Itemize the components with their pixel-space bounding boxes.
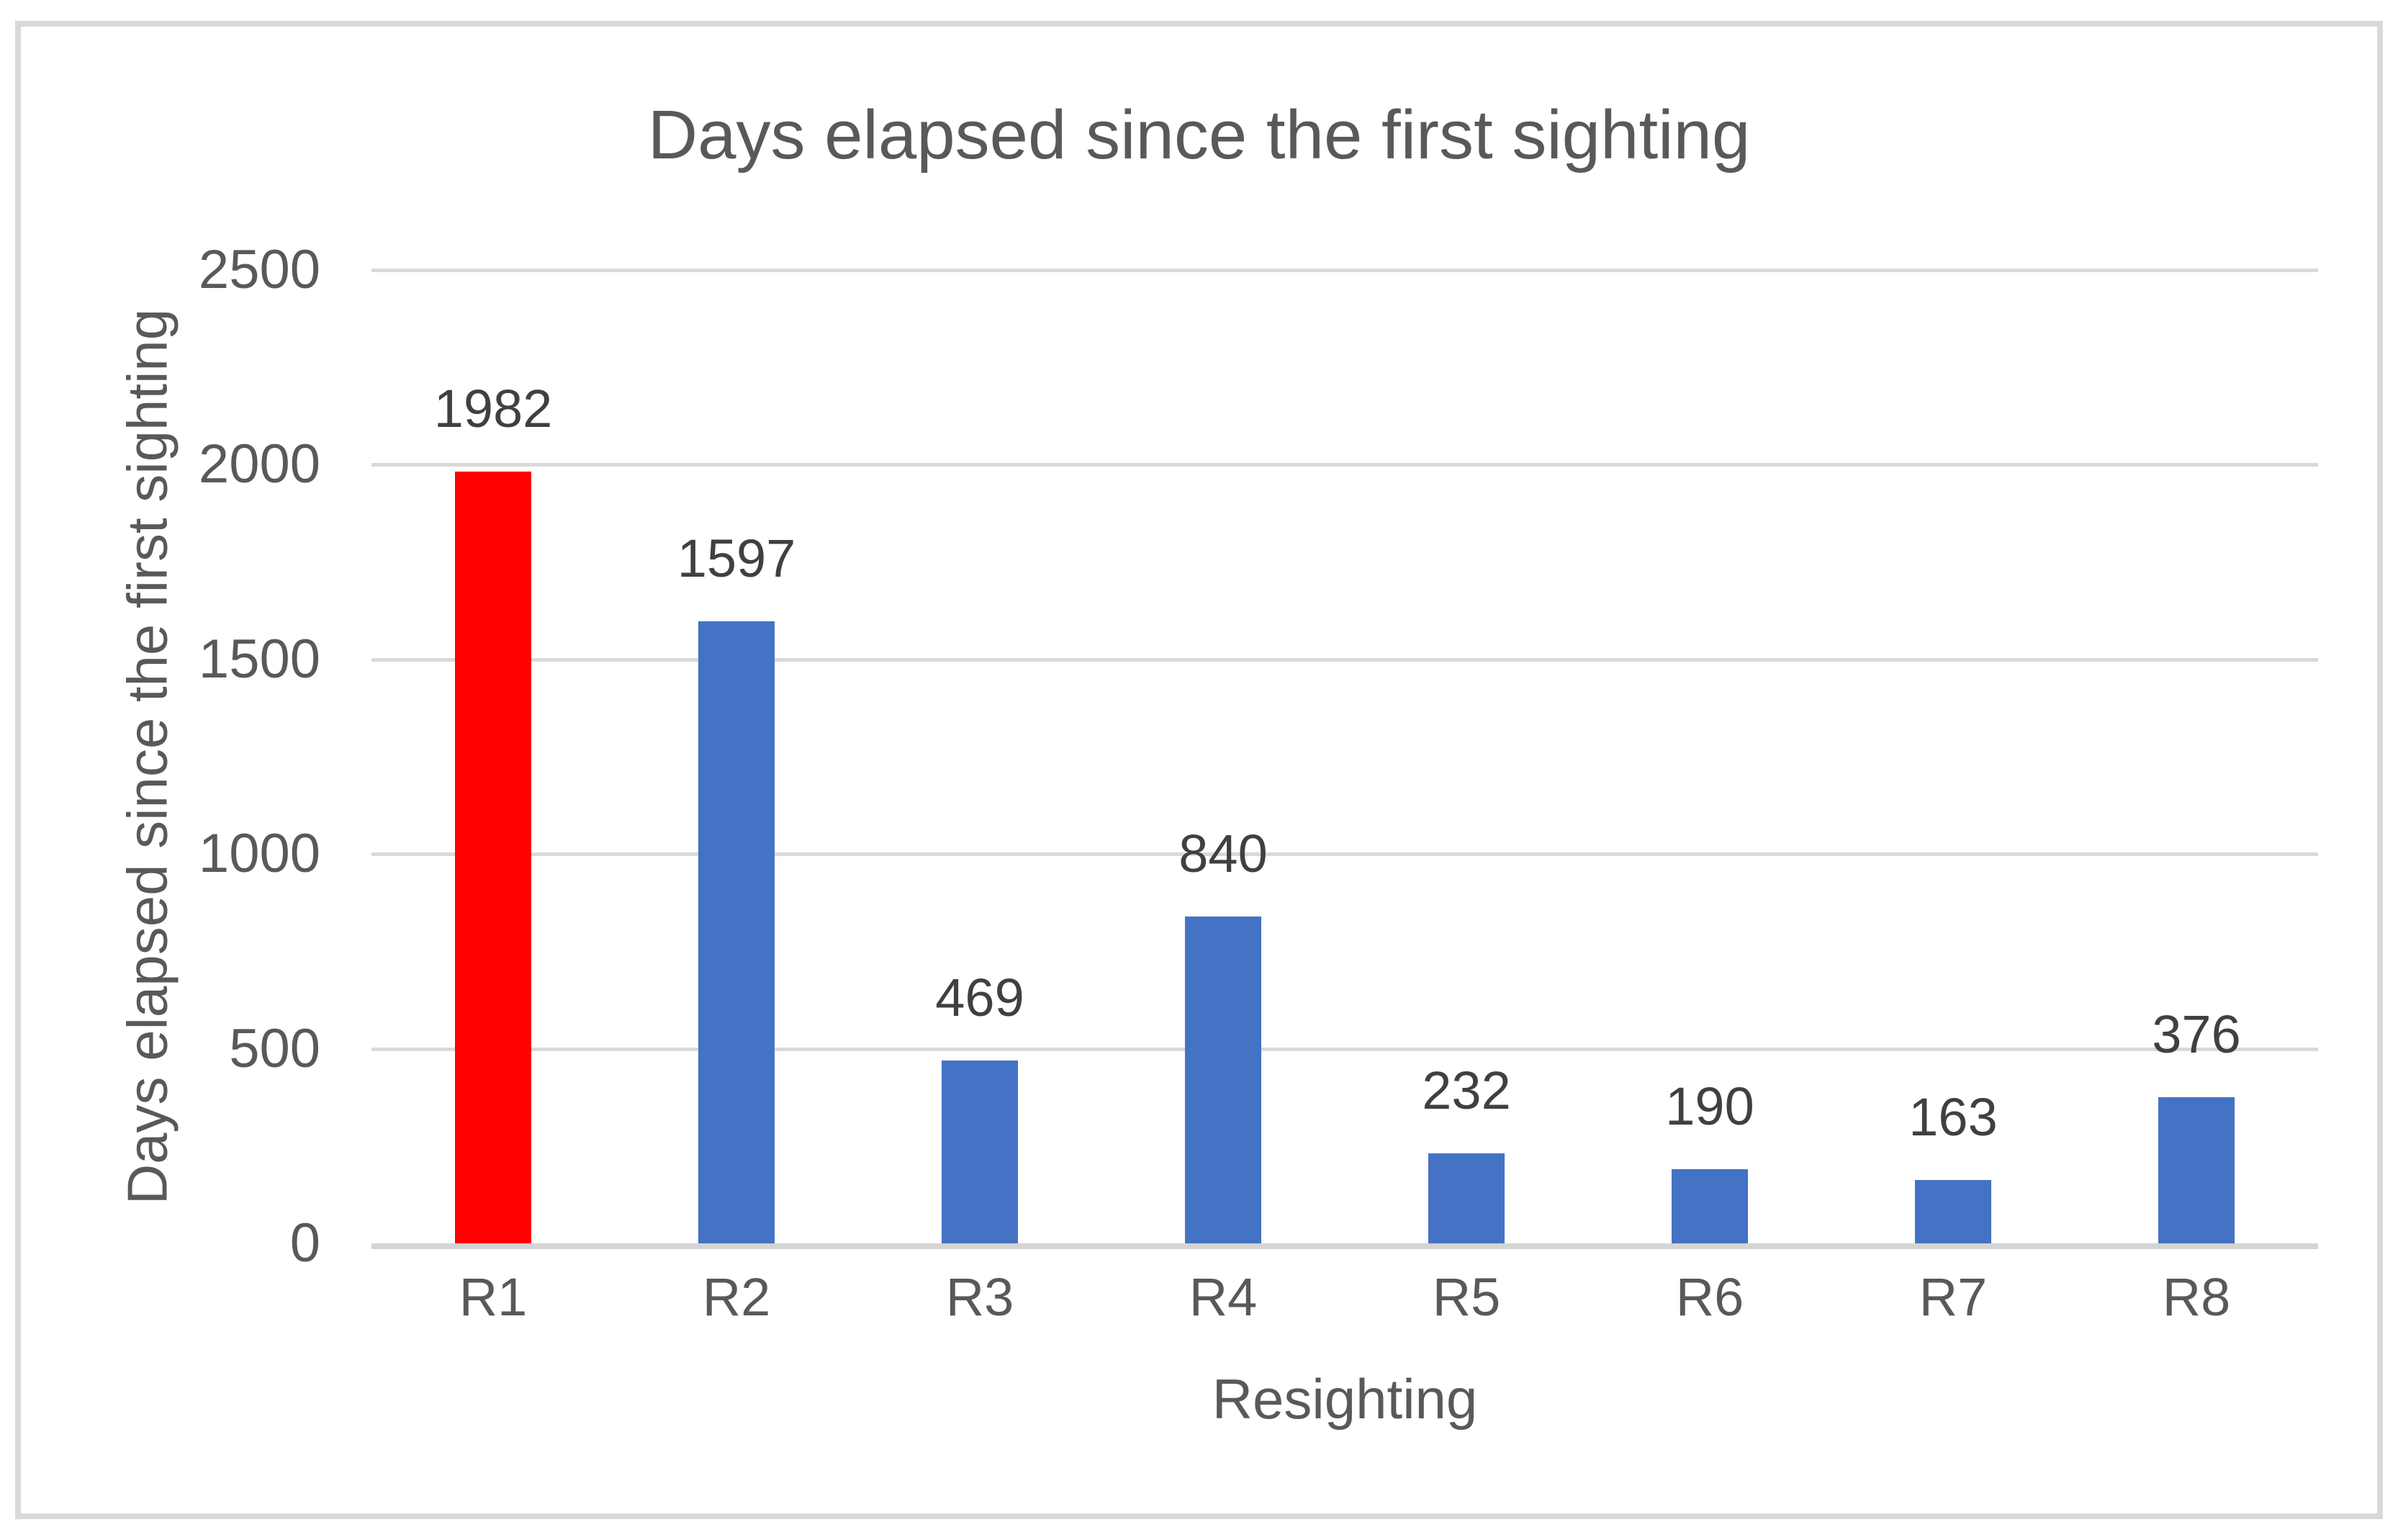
bar-R3 [942,1061,1018,1243]
x-tick-label: R5 [1432,1267,1501,1327]
y-tick-label: 1000 [198,823,320,885]
x-axis-title: Resighting [1212,1367,1478,1431]
x-axis-baseline [371,1243,2318,1249]
gridline [371,463,2318,467]
gridline [371,657,2318,662]
y-tick-label: 0 [289,1212,320,1274]
y-tick-label: 2000 [198,433,320,495]
bar-R2 [698,621,775,1243]
bar-value-label: 1982 [433,379,553,439]
y-tick-label: 1500 [198,628,320,690]
bar-R6 [1672,1169,1748,1243]
bar-value-label: 163 [1908,1086,1998,1147]
bar-value-label: 190 [1665,1076,1754,1137]
x-tick-label: R8 [2162,1267,2231,1327]
bar-value-label: 1597 [677,528,796,589]
x-tick-label: R7 [1919,1267,1988,1327]
bar-value-label: 840 [1178,823,1268,883]
x-tick-label: R2 [702,1267,771,1327]
bar-R1 [455,472,531,1243]
x-tick-label: R1 [459,1267,528,1327]
chart-title: Days elapsed since the first sighting [647,96,1751,174]
x-tick-label: R6 [1675,1267,1744,1327]
gridline [371,852,2318,857]
bar-value-label: 376 [2152,1004,2241,1064]
x-tick-label: R4 [1189,1267,1258,1327]
bar-R4 [1185,916,1261,1243]
bar-R7 [1915,1179,1991,1243]
bar-R5 [1428,1153,1505,1243]
y-tick-label: 500 [229,1017,320,1079]
y-tick-label: 2500 [198,239,320,300]
bar-R8 [2158,1097,2235,1243]
bar-value-label: 232 [1422,1060,1511,1120]
bar-value-label: 469 [935,968,1024,1028]
gridline [371,1047,2318,1051]
x-tick-label: R3 [945,1267,1014,1327]
gridline [371,269,2318,272]
